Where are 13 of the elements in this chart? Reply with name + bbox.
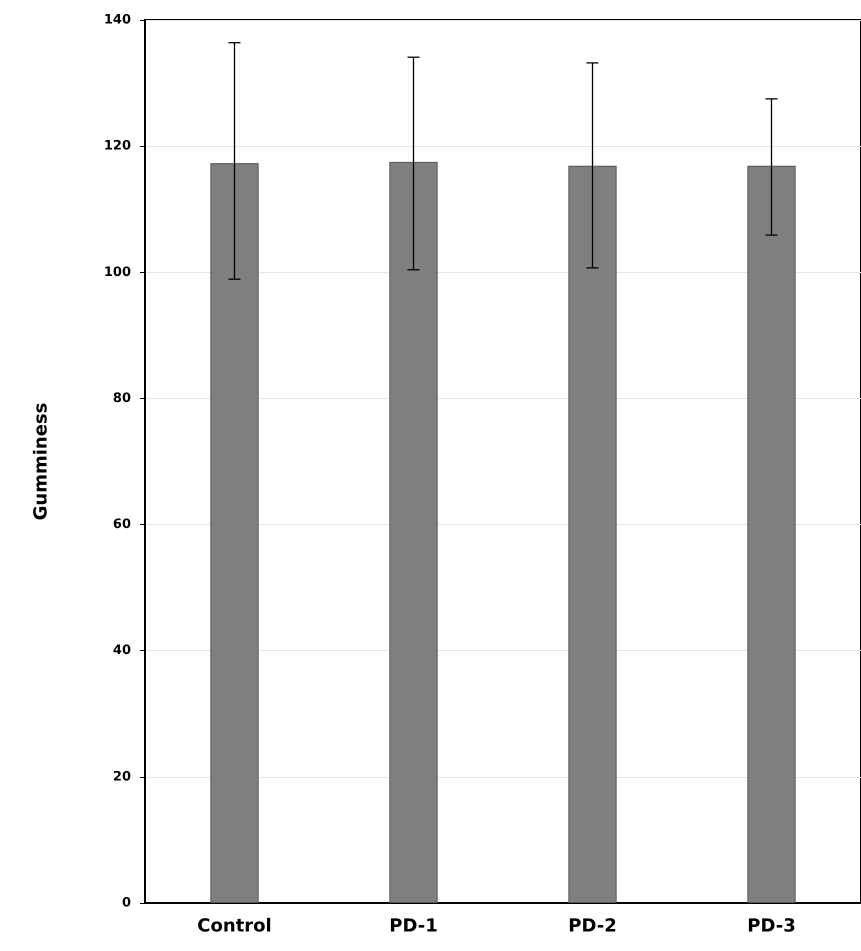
x-tick-label: PD-3: [747, 916, 796, 936]
y-tick-label: 80: [112, 390, 131, 406]
y-tick-label: 40: [112, 643, 131, 658]
x-tick-label: PD-1: [389, 916, 438, 936]
y-tick-label: 100: [104, 264, 131, 280]
y-tick-label: 60: [112, 517, 131, 532]
y-tick-label: 0: [122, 896, 131, 910]
x-tick-label: PD-2: [568, 916, 617, 936]
y-axis-title: Gumminess: [30, 402, 52, 520]
y-tick-label: 120: [104, 138, 131, 154]
x-tick-label: Control: [197, 916, 272, 936]
y-tick-label: 20: [112, 769, 131, 784]
y-tick-label: 140: [104, 12, 131, 28]
